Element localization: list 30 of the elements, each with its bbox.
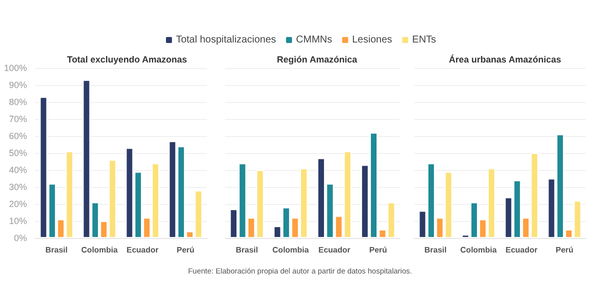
y-tick-label: 60% (8, 131, 27, 141)
y-tick-label: 50% (8, 148, 27, 158)
x-tick-label: Ecuador (126, 246, 159, 254)
y-tick-label: 70% (8, 114, 27, 124)
legend-label: Lesiones (352, 34, 392, 46)
y-tick-label: 80% (8, 97, 27, 107)
x-tick-label: Ecuador (318, 246, 350, 254)
y-tick-label: 30% (8, 182, 27, 192)
y-tick-label: 90% (8, 80, 27, 90)
chart-title: Región Amazónica (276, 54, 358, 64)
x-tick-label: Colombia (272, 246, 310, 254)
x-tick-label: Ecuador (505, 246, 538, 254)
x-tick-label: Colombia (460, 246, 498, 254)
x-tick-label: Brasil (424, 246, 447, 254)
legend-label: CMMNs (296, 34, 332, 46)
legend-label: Total hospitalizaciones (176, 34, 276, 46)
x-tick-label: Perú (369, 246, 388, 254)
x-tick-label: Brasil (45, 246, 68, 254)
y-tick-label: 100% (4, 63, 27, 73)
legend-label: ENTs (412, 34, 436, 46)
y-tick-label: 0% (14, 233, 27, 243)
y-tick-label: 10% (8, 216, 27, 226)
x-tick-label: Perú (556, 246, 574, 254)
x-tick-label: Perú (176, 246, 194, 254)
chart-title: Total excluyendo Amazonas (66, 54, 188, 64)
y-tick-label: 40% (8, 165, 27, 175)
x-tick-label: Brasil (236, 246, 258, 254)
chart-title: Área urbanas Amazónicas (448, 54, 562, 64)
y-tick-label: 20% (8, 199, 27, 209)
x-tick-label: Colombia (81, 246, 118, 254)
